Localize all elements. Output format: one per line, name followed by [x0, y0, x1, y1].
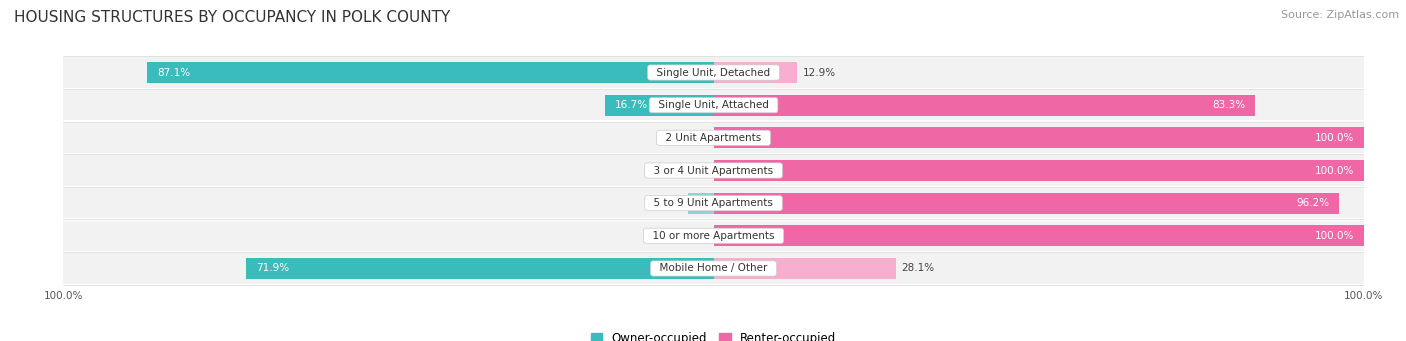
Text: 0.0%: 0.0% [682, 231, 709, 241]
Bar [148, 62, 713, 83]
Text: Single Unit, Attached: Single Unit, Attached [652, 100, 775, 110]
Bar [713, 258, 896, 279]
Text: 12.9%: 12.9% [803, 68, 835, 77]
Bar [713, 127, 1364, 148]
Bar [63, 58, 1364, 88]
Text: Single Unit, Detached: Single Unit, Detached [650, 68, 778, 77]
Text: Source: ZipAtlas.com: Source: ZipAtlas.com [1281, 10, 1399, 20]
Text: 5 to 9 Unit Apartments: 5 to 9 Unit Apartments [647, 198, 780, 208]
Bar [63, 123, 1364, 153]
Text: 28.1%: 28.1% [901, 264, 935, 273]
Bar [63, 155, 1364, 186]
Bar [713, 94, 1256, 116]
Bar [713, 160, 1364, 181]
Bar [713, 193, 1339, 214]
Bar [605, 94, 713, 116]
Text: 100.0%: 100.0% [1315, 133, 1354, 143]
Bar [63, 90, 1364, 120]
Bar [246, 258, 713, 279]
Legend: Owner-occupied, Renter-occupied: Owner-occupied, Renter-occupied [591, 332, 837, 341]
Text: 3 or 4 Unit Apartments: 3 or 4 Unit Apartments [647, 165, 780, 176]
Text: 0.0%: 0.0% [682, 133, 709, 143]
Bar [713, 62, 797, 83]
Bar [63, 221, 1364, 251]
Bar [63, 253, 1364, 283]
Text: 83.3%: 83.3% [1212, 100, 1246, 110]
Text: 71.9%: 71.9% [256, 264, 288, 273]
Bar [688, 193, 713, 214]
Text: 100.0%: 100.0% [1315, 165, 1354, 176]
Text: 10 or more Apartments: 10 or more Apartments [645, 231, 782, 241]
Text: 16.7%: 16.7% [614, 100, 648, 110]
Text: 3.9%: 3.9% [657, 198, 683, 208]
Text: 87.1%: 87.1% [157, 68, 190, 77]
Bar [713, 225, 1364, 247]
Text: 2 Unit Apartments: 2 Unit Apartments [659, 133, 768, 143]
Text: 0.0%: 0.0% [682, 165, 709, 176]
Text: Mobile Home / Other: Mobile Home / Other [654, 264, 773, 273]
Text: 100.0%: 100.0% [1315, 231, 1354, 241]
Text: 96.2%: 96.2% [1296, 198, 1329, 208]
Bar [63, 188, 1364, 218]
Text: HOUSING STRUCTURES BY OCCUPANCY IN POLK COUNTY: HOUSING STRUCTURES BY OCCUPANCY IN POLK … [14, 10, 450, 25]
